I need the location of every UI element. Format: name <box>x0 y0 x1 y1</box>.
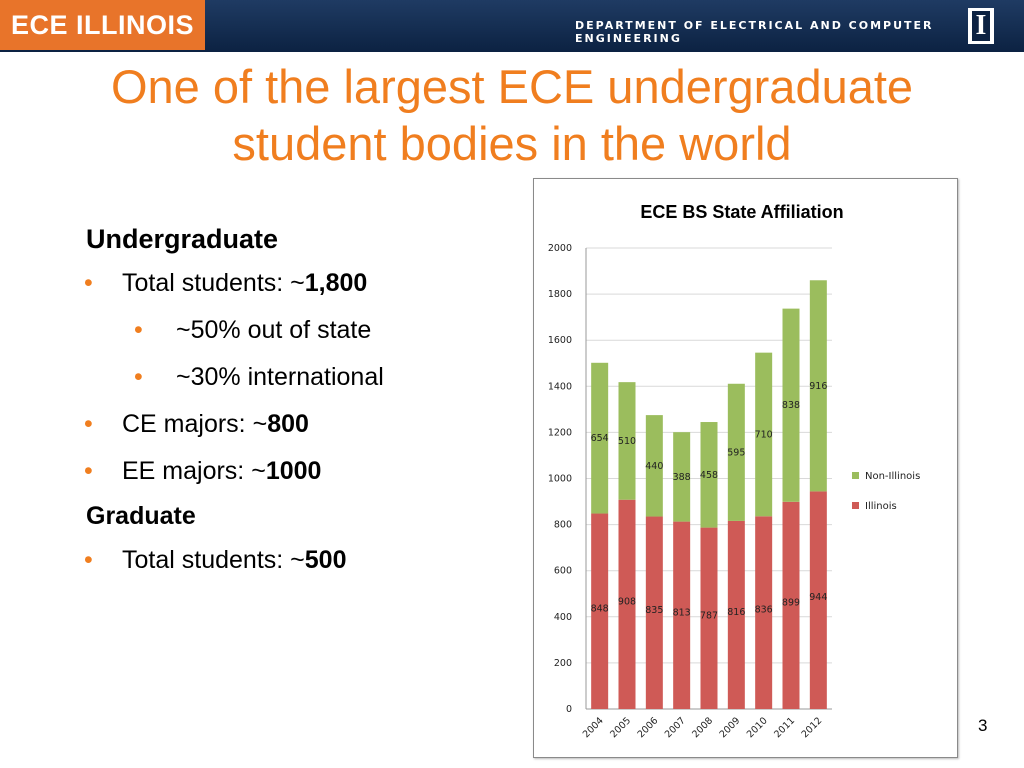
bar-non-illinois <box>673 432 691 522</box>
total-label: Total students: ~ <box>122 269 305 297</box>
data-label: 654 <box>591 433 609 444</box>
x-tick-label: 2012 <box>800 715 825 740</box>
y-tick-label: 200 <box>554 658 572 669</box>
bar-illinois <box>700 527 718 709</box>
out-of-state-text: ~50% out of state <box>176 316 372 344</box>
data-label: 944 <box>809 592 827 603</box>
data-label: 848 <box>591 603 609 614</box>
bullet-ce-majors: • CE majors: ~800 <box>84 401 384 448</box>
slide-title: One of the largest ECE undergraduate stu… <box>0 58 1024 172</box>
legend-swatch <box>852 502 859 509</box>
bar-non-illinois <box>755 352 773 517</box>
data-label: 899 <box>782 597 800 608</box>
x-tick-label: 2004 <box>581 715 606 740</box>
data-label: 440 <box>645 461 663 472</box>
legend-label: Illinois <box>865 501 897 512</box>
international-text: ~30% international <box>176 363 384 391</box>
ce-value: 800 <box>267 410 309 438</box>
y-tick-label: 600 <box>554 566 572 577</box>
bar-illinois <box>591 513 609 709</box>
bar-non-illinois <box>645 415 663 517</box>
bullet-international: • ~30% international <box>86 354 384 401</box>
y-tick-label: 400 <box>554 612 572 623</box>
chart-title: ECE BS State Affiliation <box>640 202 843 222</box>
bar-non-illinois <box>618 382 636 500</box>
title-line-1: One of the largest ECE undergraduate <box>110 60 914 113</box>
university-mark: I <box>972 11 990 41</box>
department-name: DEPARTMENT OF ELECTRICAL AND COMPUTER EN… <box>575 19 934 45</box>
bar-illinois <box>755 516 773 709</box>
y-tick-label: 1200 <box>548 427 572 438</box>
data-label: 838 <box>782 400 800 411</box>
bar-illinois <box>809 491 827 709</box>
bullet-dot: • <box>84 269 93 297</box>
data-label: 813 <box>673 607 691 618</box>
bar-non-illinois <box>591 362 609 514</box>
bullet-total-students: • Total students: ~1,800 <box>84 260 384 307</box>
bar-illinois <box>645 516 663 709</box>
data-label: 710 <box>755 429 773 440</box>
x-tick-label: 2010 <box>745 715 770 740</box>
bar-illinois <box>618 499 636 709</box>
data-label: 510 <box>618 436 636 447</box>
data-label: 916 <box>809 381 827 392</box>
y-tick-label: 2000 <box>548 243 572 254</box>
data-label: 836 <box>755 605 773 616</box>
page-number: 3 <box>978 716 988 735</box>
y-tick-label: 800 <box>554 520 572 531</box>
undergrad-heading: Undergraduate <box>86 224 279 254</box>
bullet-out-of-state: • ~50% out of state <box>86 307 384 354</box>
data-label: 835 <box>645 605 663 616</box>
bullet-ee-majors: • EE majors: ~1000 <box>84 448 384 495</box>
data-label: 816 <box>727 607 745 618</box>
bar-illinois <box>782 501 800 709</box>
x-tick-label: 2008 <box>690 715 715 740</box>
chart-frame: ECE BS State Affiliation 0 200 400 600 800 100… <box>533 178 958 758</box>
grad-heading: Graduate <box>86 502 196 530</box>
bar-non-illinois <box>782 308 800 502</box>
bullet-dot: • <box>134 316 143 344</box>
bullet-dot: • <box>134 363 143 391</box>
bar-non-illinois <box>809 280 827 492</box>
data-label: 595 <box>727 447 745 458</box>
grad-total-value: 500 <box>304 546 347 574</box>
data-label: 908 <box>618 596 636 607</box>
bullet-dot: • <box>84 410 93 438</box>
total-value: 1,800 <box>304 269 368 297</box>
title-line-2: student bodies in the world <box>232 117 792 170</box>
x-tick-label: 2009 <box>718 715 743 740</box>
x-tick-label: 2005 <box>608 715 633 740</box>
stacked-bar-chart: ECE BS State Affiliation 0 200 400 600 800 100… <box>548 202 920 740</box>
ce-label: CE majors: ~ <box>122 410 268 438</box>
x-tick-label: 2007 <box>663 715 688 740</box>
bullet-dot: • <box>84 546 93 574</box>
logo-text: ECE ILLINOIS <box>10 9 195 40</box>
data-label: 458 <box>700 470 718 481</box>
data-label: 787 <box>700 610 718 621</box>
ee-label: EE majors: ~ <box>122 457 266 485</box>
legend-swatch <box>852 472 859 479</box>
y-tick-label: 0 <box>566 704 572 715</box>
x-tick-label: 2011 <box>772 715 797 740</box>
ece-illinois-logo[interactable]: ECE ILLINOIS <box>0 0 205 50</box>
bar-illinois <box>673 521 691 709</box>
legend-label: Non-Illinois <box>865 471 920 482</box>
y-tick-label: 1800 <box>548 289 572 300</box>
bullet-dot: • <box>84 457 93 485</box>
data-label: 388 <box>673 472 691 483</box>
illinois-i-logo: I <box>968 8 994 44</box>
x-tick-label: 2006 <box>636 715 661 740</box>
bar-non-illinois <box>700 422 718 528</box>
grad-total-label: Total students: ~ <box>122 546 305 574</box>
bullet-content: Undergraduate • Total students: ~1,800 •… <box>84 218 384 584</box>
bar-non-illinois <box>727 383 745 521</box>
ee-value: 1000 <box>265 457 322 485</box>
y-tick-label: 1600 <box>548 335 572 346</box>
bullet-grad-total: • Total students: ~500 <box>84 537 384 584</box>
bar-illinois <box>727 520 745 709</box>
y-tick-label: 1400 <box>548 381 572 392</box>
header-bar: ECE ILLINOIS DEPARTMENT OF ELECTRICAL AN… <box>0 0 1024 52</box>
y-tick-label: 1000 <box>548 474 572 485</box>
